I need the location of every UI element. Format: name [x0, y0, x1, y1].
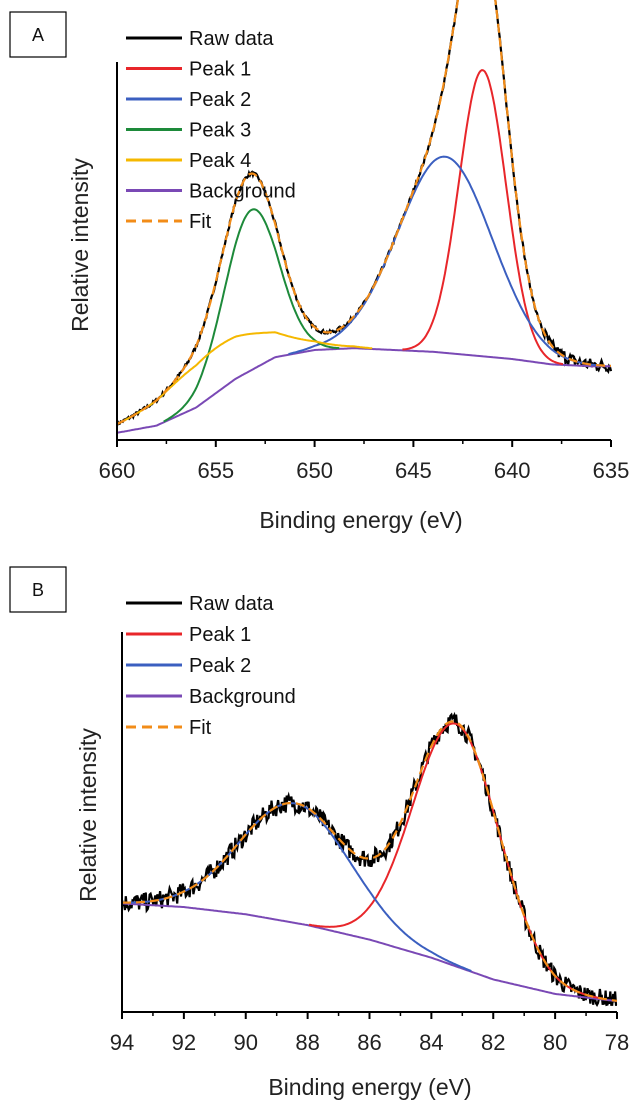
x-tick-label: 84	[419, 1030, 443, 1055]
x-tick-label: 645	[395, 458, 432, 483]
plot-b-ylabel: Relative intensity	[75, 728, 101, 902]
legend-label: Peak 2	[189, 89, 251, 111]
x-tick-label: 86	[357, 1030, 381, 1055]
plot-a-axes: 660 655 650 645 640 635	[99, 62, 630, 483]
plot-b-legend: Raw data Peak 1 Peak 2 Background Fit	[126, 593, 296, 739]
panel-b-label-box	[9, 566, 67, 613]
peak-1-line	[308, 722, 604, 1000]
background-line	[116, 347, 611, 434]
peak-3-line	[163, 208, 340, 423]
fit-line	[116, 0, 611, 426]
legend-label: Raw data	[189, 28, 274, 50]
x-tick-label: 635	[593, 458, 630, 483]
panel-b-label: B	[32, 580, 44, 600]
fit-line	[122, 720, 618, 1002]
peak-4-line	[116, 331, 373, 425]
legend-label: Background	[189, 181, 296, 203]
x-tick-label: 640	[494, 458, 531, 483]
plot-b-xlabel: Binding energy (eV)	[268, 1074, 471, 1100]
legend-label: Peak 2	[189, 655, 251, 677]
plot-a-legend: Raw data Peak 1 Peak 2 Peak 3 Peak 4 Backgrou…	[126, 28, 296, 233]
x-tick-label: 80	[543, 1030, 567, 1055]
plot-b-traces	[120, 711, 618, 1007]
legend-label: Peak 4	[189, 150, 251, 172]
x-tick-label: 90	[234, 1030, 258, 1055]
x-tick-label: 82	[481, 1030, 505, 1055]
legend-label: Raw data	[189, 593, 274, 615]
panel-a: A 660 655 650 645 640 635 Raw data Peak 1 Peak …	[9, 0, 630, 533]
x-tick-label: 655	[197, 458, 234, 483]
raw-data-line	[120, 711, 618, 1007]
x-tick-label: 660	[99, 458, 136, 483]
legend-label: Fit	[189, 717, 212, 739]
legend-label: Peak 3	[189, 120, 251, 142]
x-tick-label: 88	[295, 1030, 319, 1055]
x-tick-label: 92	[172, 1030, 196, 1055]
panel-b: B 94 92 90 88 86 84 82 80 78 Raw data Peak 1 Peak …	[9, 566, 629, 1100]
background-line	[121, 902, 618, 1003]
x-tick-label: 94	[110, 1030, 134, 1055]
x-tick-label: 78	[605, 1030, 629, 1055]
panel-a-label: A	[32, 25, 44, 45]
plot-b-axes: 94 92 90 88 86 84 82 80 78	[110, 632, 629, 1055]
x-tick-label: 650	[296, 458, 333, 483]
plot-a-ylabel: Relative intensity	[67, 158, 93, 332]
peak-2-line	[288, 155, 602, 367]
plot-a-traces	[115, 0, 613, 434]
plot-a-xlabel: Binding energy (eV)	[259, 507, 462, 533]
peak-2-line	[122, 802, 472, 972]
peak-1-line	[402, 69, 564, 366]
legend-label: Peak 1	[189, 59, 251, 81]
legend-label: Fit	[189, 211, 212, 233]
legend-label: Peak 1	[189, 624, 251, 646]
legend-label: Background	[189, 686, 296, 708]
panel-a-label-box	[9, 11, 67, 58]
